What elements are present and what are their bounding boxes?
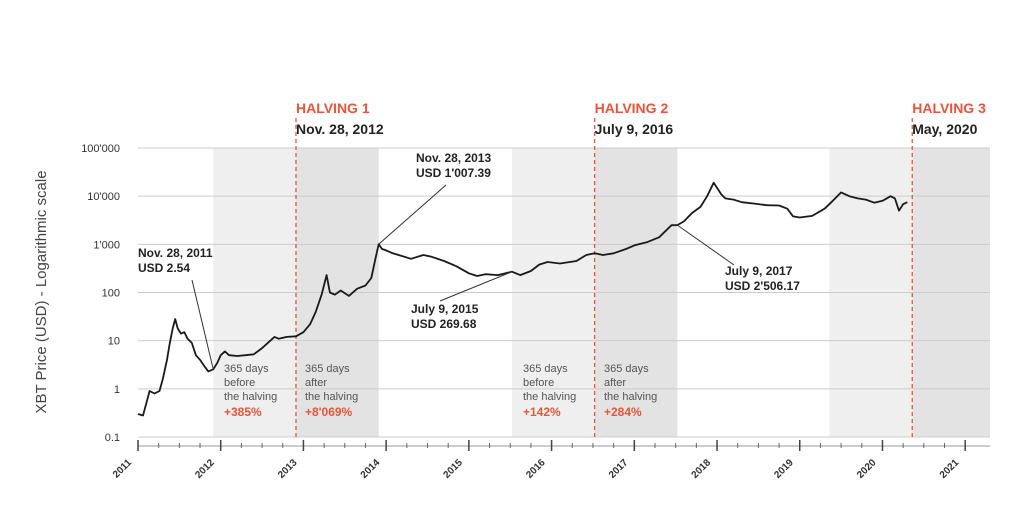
y-axis-ticks: 100'000 10'000 1'000 100 10 1 0.1 [81, 143, 120, 444]
annotation-leader [378, 184, 447, 245]
period-label-percent: +284% [604, 405, 642, 419]
x-axis: 2011 2012 2013 2014 2015 2016 2017 2018 2019 2020… [111, 440, 990, 481]
halving-markers: HALVING 1 Nov. 28, 2012 HALVING 2 July 9, 2… [295, 100, 986, 437]
annotation-leader [439, 271, 513, 302]
price-line [137, 181, 908, 417]
annotation-price: USD 2'506.17 [725, 279, 800, 293]
x-tick-label: 2020 [855, 457, 879, 481]
y-tick-label: 100 [102, 288, 120, 300]
annotation-date: Nov. 28, 2013 [416, 151, 491, 165]
period-label-percent: +385% [224, 405, 262, 419]
halving-title: HALVING 3 [912, 100, 986, 116]
annotation-price: USD 269.68 [411, 317, 477, 331]
period-label-relation: after [604, 377, 626, 389]
annotation-date: Nov. 28, 2011 [138, 246, 213, 260]
halving-date: July 9, 2016 [595, 121, 674, 137]
annotation-price: USD 1'007.39 [416, 166, 491, 180]
x-tick-label: 2014 [359, 457, 383, 481]
period-label-days: 365 days [523, 363, 568, 375]
annotation-date: July 9, 2015 [411, 302, 479, 316]
y-tick-label: 100'000 [81, 143, 120, 155]
halving-date: May, 2020 [912, 121, 977, 137]
y-tick-label: 10 [108, 336, 120, 348]
period-label-relation: before [224, 377, 255, 389]
period-label-percent: +142% [523, 405, 561, 419]
period-label-days: 365 days [604, 363, 649, 375]
period-label-halving: the halving [604, 391, 657, 403]
annotation-price: USD 2.54 [138, 261, 190, 275]
period-label-percent: +8'069% [305, 405, 353, 419]
y-tick-label: 1'000 [93, 239, 120, 251]
period-label-halving: the halving [523, 391, 576, 403]
x-tick-label: 2013 [276, 457, 300, 481]
halving-title: HALVING 1 [296, 100, 370, 116]
halving-title: HALVING 2 [595, 100, 669, 116]
x-tick-label: 2012 [193, 457, 217, 481]
x-tick-label: 2016 [524, 457, 548, 481]
price-series [137, 181, 908, 417]
x-tick-label: 2021 [938, 457, 962, 481]
period-label-halving: the halving [305, 391, 358, 403]
period-label-relation: after [305, 377, 327, 389]
y-tick-label: 10'000 [87, 191, 120, 203]
x-tick-label: 2015 [441, 457, 465, 481]
annotation-date: July 9, 2017 [725, 264, 793, 278]
y-tick-label: 1 [114, 384, 120, 396]
period-label-relation: before [523, 377, 554, 389]
annotation-leader [191, 279, 214, 370]
annotation-leader [677, 224, 735, 266]
x-tick-label: 2018 [690, 457, 714, 481]
period-label-days: 365 days [224, 363, 269, 375]
period-labels: 365 days before the halving +385% 365 days af… [224, 363, 657, 419]
period-label-halving: the halving [224, 391, 277, 403]
x-tick-label: 2019 [772, 457, 796, 481]
y-tick-label: 0.1 [105, 432, 120, 444]
halving-date: Nov. 28, 2012 [296, 121, 384, 137]
x-tick-label: 2017 [607, 457, 631, 481]
period-label-days: 365 days [305, 363, 350, 375]
x-tick-label: 2011 [111, 457, 134, 480]
gridlines [138, 147, 990, 438]
y-axis-label: XBT Price (USD) - Logarithmic scale [33, 170, 50, 413]
